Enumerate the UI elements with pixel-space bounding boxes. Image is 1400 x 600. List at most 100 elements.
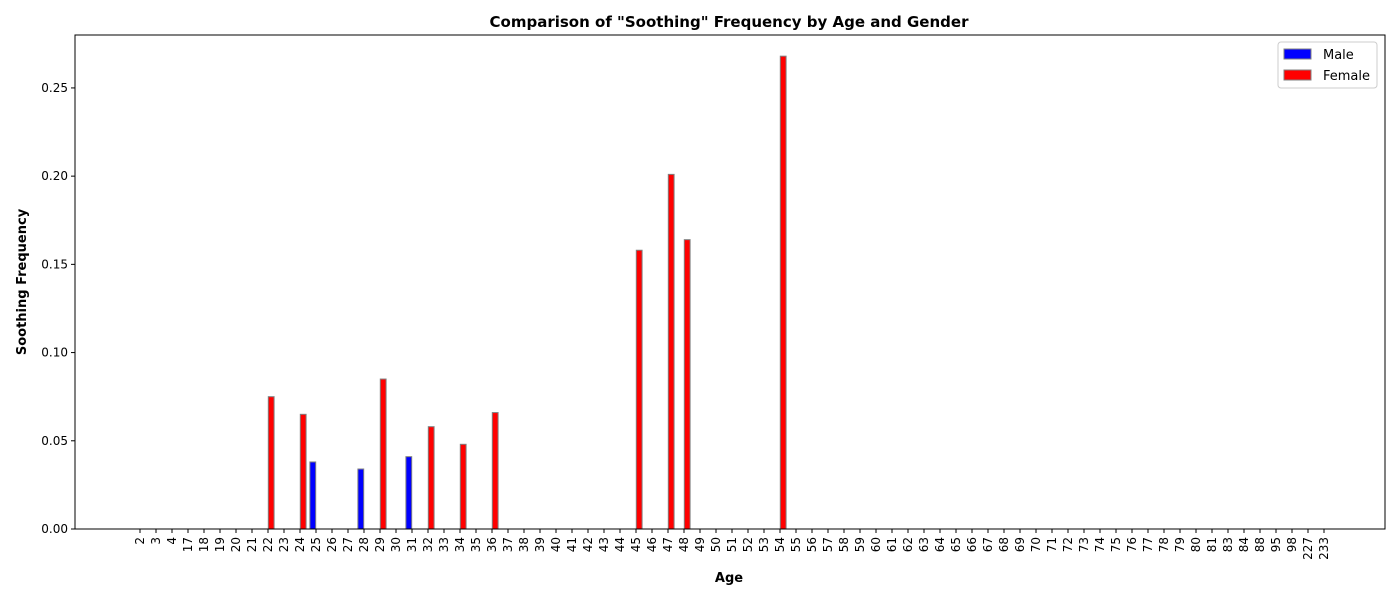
x-tick-label: 68 (997, 537, 1011, 552)
x-tick-label: 36 (485, 537, 499, 552)
x-tick-label: 17 (181, 537, 195, 552)
x-tick-label: 23 (277, 537, 291, 552)
x-tick-label: 19 (213, 537, 227, 552)
bar-female-48 (683, 239, 691, 530)
x-tick-label: 233 (1317, 537, 1331, 560)
x-tick-label: 41 (565, 537, 579, 552)
x-tick-label: 22 (261, 537, 275, 552)
x-tick-label: 27 (341, 537, 355, 552)
x-tick-label: 95 (1269, 537, 1283, 552)
x-tick-label: 21 (245, 537, 259, 552)
x-tick-label: 77 (1141, 537, 1155, 552)
chart-title: Comparison of "Soothing" Frequency by Ag… (490, 13, 970, 31)
y-tick-label: 0.05 (41, 434, 68, 448)
bar-male-25 (309, 461, 317, 530)
legend: Male Female (1277, 41, 1378, 89)
x-tick-label: 70 (1029, 537, 1043, 552)
bar-male-31 (405, 456, 413, 530)
y-axis-label: Soothing Frequency (15, 208, 30, 355)
x-tick-label: 39 (533, 537, 547, 552)
x-tick-label: 66 (965, 537, 979, 552)
y-tick-label: 0.25 (41, 81, 68, 95)
y-axis: 0.00 0.05 0.10 0.15 0.20 0.25 (41, 81, 75, 536)
x-tick-label: 84 (1237, 537, 1251, 552)
x-tick-label: 32 (421, 537, 435, 552)
x-tick-label: 54 (773, 537, 787, 552)
y-tick-label: 0.00 (41, 522, 68, 536)
legend-label-male: Male (1323, 48, 1354, 63)
x-tick-label: 43 (597, 537, 611, 552)
x-tick-label: 71 (1045, 537, 1059, 552)
x-tick-label: 44 (613, 537, 627, 552)
x-tick-label: 3 (149, 537, 163, 545)
x-tick-label: 64 (933, 537, 947, 552)
x-tick-label: 50 (709, 537, 723, 552)
x-tick-label: 83 (1221, 537, 1235, 552)
x-tick-label: 73 (1077, 537, 1091, 552)
x-tick-label: 4 (165, 537, 179, 545)
bar-female-34 (459, 443, 467, 530)
x-tick-label: 227 (1301, 537, 1315, 560)
x-tick-label: 18 (197, 537, 211, 552)
x-tick-label: 67 (981, 537, 995, 552)
x-tick-label: 60 (869, 537, 883, 552)
y-tick-label: 0.15 (41, 257, 68, 271)
x-tick-label: 57 (821, 537, 835, 552)
x-tick-label: 30 (389, 537, 403, 552)
x-tick-label: 24 (293, 537, 307, 552)
x-tick-label: 40 (549, 537, 563, 552)
x-tick-label: 53 (757, 537, 771, 552)
legend-swatch-male (1283, 48, 1312, 60)
bar-female-47 (667, 173, 675, 530)
x-tick-label: 62 (901, 537, 915, 552)
x-tick-label: 58 (837, 537, 851, 552)
x-axis-label: Age (715, 571, 743, 586)
x-axis: 2 3 4 17 18 19 20 21 22 23 24 25 26 27 28 29 30 31 32 33 34 3… (133, 529, 1331, 560)
plot-area (74, 34, 1386, 530)
x-tick-label: 34 (453, 537, 467, 552)
x-tick-label: 61 (885, 537, 899, 552)
x-tick-label: 55 (789, 537, 803, 552)
x-tick-label: 49 (693, 537, 707, 552)
x-tick-label: 59 (853, 537, 867, 552)
x-tick-label: 31 (405, 537, 419, 552)
x-tick-label: 25 (309, 537, 323, 552)
x-tick-label: 47 (661, 537, 675, 552)
legend-label-female: Female (1323, 69, 1370, 84)
x-tick-label: 80 (1189, 537, 1203, 552)
x-tick-label: 26 (325, 537, 339, 552)
x-tick-label: 76 (1125, 537, 1139, 552)
bar-female-36 (491, 412, 499, 530)
x-tick-label: 38 (517, 537, 531, 552)
x-tick-label: 81 (1205, 537, 1219, 552)
x-tick-label: 63 (917, 537, 931, 552)
x-tick-label: 45 (629, 537, 643, 552)
x-tick-label: 37 (501, 537, 515, 552)
x-tick-label: 48 (677, 537, 691, 552)
x-tick-label: 78 (1157, 537, 1171, 552)
bar-female-45 (635, 249, 643, 530)
x-tick-label: 52 (741, 537, 755, 552)
x-tick-label: 74 (1093, 537, 1107, 552)
bar-male-28 (357, 468, 365, 530)
x-tick-label: 42 (581, 537, 595, 552)
x-tick-label: 2 (133, 537, 147, 545)
x-tick-label: 69 (1013, 537, 1027, 552)
x-tick-label: 46 (645, 537, 659, 552)
x-tick-label: 65 (949, 537, 963, 552)
bar-female-22 (267, 396, 275, 530)
bar-female-24 (299, 413, 307, 530)
bar-female-32 (427, 426, 435, 530)
x-tick-label: 79 (1173, 537, 1187, 552)
x-tick-label: 29 (373, 537, 387, 552)
y-tick-label: 0.20 (41, 169, 68, 183)
x-tick-label: 56 (805, 537, 819, 552)
x-tick-label: 35 (469, 537, 483, 552)
y-tick-label: 0.10 (41, 346, 68, 360)
x-tick-label: 88 (1253, 537, 1267, 552)
bar-female-54 (779, 55, 787, 530)
x-tick-label: 75 (1109, 537, 1123, 552)
x-tick-label: 98 (1285, 537, 1299, 552)
x-tick-label: 20 (229, 537, 243, 552)
